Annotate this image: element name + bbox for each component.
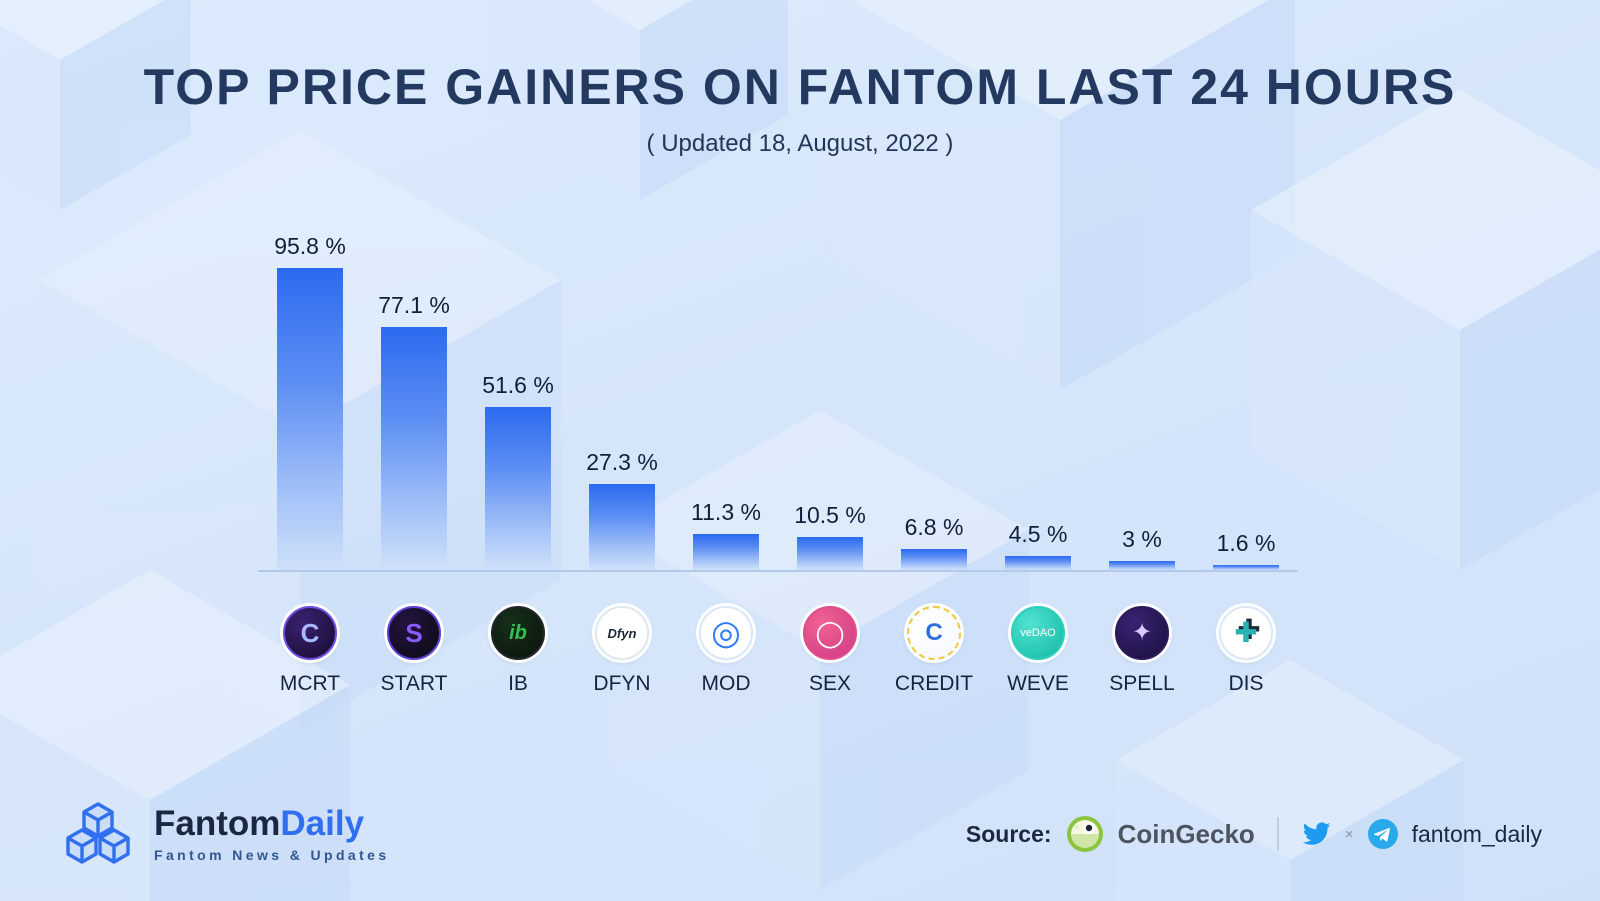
bar-value-label: 1.6 % [1216,530,1276,556]
brand-name-fantom: Fantom [154,803,281,843]
start-icon: S [387,606,441,660]
brand-name: FantomDaily [154,803,390,844]
bar-weve [1005,556,1071,570]
bar-column-mcrt: 95.8 % [258,230,362,570]
dfyn-icon: Dfyn [595,606,649,660]
sex-icon-glyph: ◯ [815,618,845,648]
bar-column-dis: 1.6 % [1194,230,1298,570]
bar-column-spell: 3 % [1090,230,1194,570]
token-name: MCRT [279,672,341,695]
chart-baseline [258,570,1298,572]
weve-icon-glyph: veDAO [1020,626,1056,639]
page-title: TOP PRICE GAINERS ON FANTOM LAST 24 HOUR… [143,59,1457,115]
dis-icon: ✚ [1219,606,1273,660]
bar-value-label: 3 % [1122,526,1162,552]
bar-column-start: 77.1 % [362,230,466,570]
weve-icon: veDAO [1011,606,1065,660]
token-cell-mod: ◎ MOD [674,606,778,696]
source-block: Source: CoinGecko × fantom_daily [966,815,1542,853]
bar-dis [1213,565,1279,570]
token-cell-dis: ✚ DIS [1194,606,1298,696]
bar-sex [797,537,863,570]
mcrt-icon: C [283,606,337,660]
credit-icon: C [907,606,961,660]
footer: FantomDaily Fantom News & Updates Source… [0,801,1600,867]
bar-column-credit: 6.8 % [882,230,986,570]
token-name: IB [508,672,528,695]
footer-divider [1276,817,1279,851]
mod-icon-glyph: ◎ [711,614,741,652]
social-handle: fantom_daily [1411,820,1542,847]
token-cell-spell: ✦ SPELL [1090,606,1194,696]
mcrt-icon-glyph: C [300,618,320,648]
token-cell-mcrt: C MCRT [258,606,362,696]
brand-block: FantomDaily Fantom News & Updates [58,801,390,867]
mod-icon: ◎ [699,606,753,660]
token-name: SPELL [1109,672,1175,695]
bar-column-weve: 4.5 % [986,230,1090,570]
token-name: DFYN [593,672,651,695]
bar-column-sex: 10.5 % [778,230,882,570]
dis-icon-glyph: ✚ [1234,617,1258,648]
token-legend-row: C MCRT S START ib IB Dfyn DFYN ◎ MOD ◯ SEX C CREDIT ve… [258,606,1298,696]
coingecko-icon [1066,816,1103,852]
bar-credit [901,549,967,570]
spell-icon: ✦ [1115,606,1169,660]
bar-column-mod: 11.3 % [674,230,778,570]
start-icon-glyph: S [405,618,423,648]
token-cell-credit: C CREDIT [882,606,986,696]
ib-icon-glyph: ib [509,622,527,644]
bar-spell [1109,561,1175,570]
ib-icon: ib [491,606,545,660]
telegram-icon [1367,819,1398,849]
cross-separator: × [1344,825,1354,843]
bar-mcrt [277,268,343,570]
credit-icon-glyph: C [925,619,943,646]
bar-value-label: 10.5 % [794,502,866,528]
dfyn-icon-glyph: Dfyn [607,625,637,641]
token-name: SEX [808,672,852,695]
bar-value-label: 6.8 % [904,514,964,540]
twitter-icon [1302,822,1331,845]
token-name: WEVE [1007,672,1069,695]
brand-name-daily: Daily [280,803,365,843]
token-name: START [380,672,448,695]
bar-value-label: 4.5 % [1008,521,1068,547]
source-label: Source: [965,820,1052,847]
bar-dfyn [589,484,655,570]
sex-icon: ◯ [803,606,857,660]
token-name: DIS [1228,672,1264,695]
bar-value-label: 51.6 % [482,372,554,398]
bar-column-ib: 51.6 % [466,230,570,570]
brand-tagline: Fantom News & Updates [154,847,390,864]
page-subtitle: ( Updated 18, August, 2022 ) [646,130,954,157]
spell-icon-glyph: ✦ [1131,619,1153,646]
token-cell-start: S START [362,606,466,696]
bar-ib [485,407,551,570]
token-name: MOD [701,672,751,695]
bar-value-label: 11.3 % [691,499,761,525]
bar-value-label: 77.1 % [378,292,450,318]
token-cell-weve: veDAO WEVE [986,606,1090,696]
bar-start [381,327,447,570]
bar-chart: 95.8 % 77.1 % 51.6 % 27.3 % 11.3 % 10.5 % 6.8 … [258,230,1298,570]
bar-column-dfyn: 27.3 % [570,230,674,570]
source-name: CoinGecko [1117,818,1255,849]
token-cell-dfyn: Dfyn DFYN [570,606,674,696]
fantom-daily-cubes-logo-icon [66,802,130,864]
bar-value-label: 95.8 % [274,233,346,259]
bar-mod [693,534,759,570]
bar-value-label: 27.3 % [586,449,658,475]
brand-text: FantomDaily Fantom News & Updates [154,803,390,864]
token-cell-ib: ib IB [466,606,570,696]
token-cell-sex: ◯ SEX [778,606,882,696]
token-name: CREDIT [894,672,974,695]
